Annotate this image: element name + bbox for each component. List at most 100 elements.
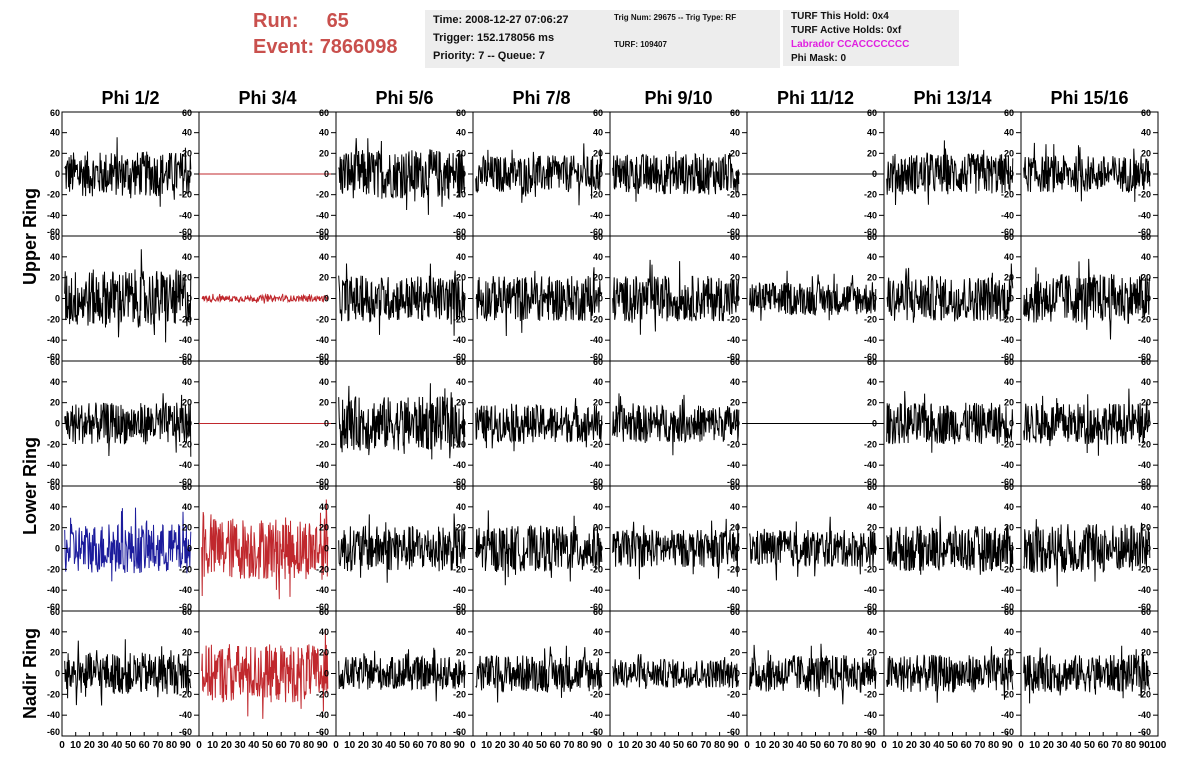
y-tick-label: 40 <box>182 502 192 512</box>
y-tick-label: 0 <box>187 669 192 679</box>
y-tick-label: 40 <box>1141 502 1151 512</box>
waveform-trace <box>1023 519 1151 587</box>
x-tick-label: 50 <box>810 740 822 751</box>
y-tick-label: -40 <box>453 710 466 720</box>
y-tick-label: -60 <box>47 477 60 487</box>
y-tick-label: -60 <box>727 227 740 237</box>
y-tick-label: 60 <box>730 482 740 492</box>
y-tick-label: -20 <box>316 689 329 699</box>
phi-mask: Phi Mask: 0 <box>791 53 847 64</box>
x-tick-label: 30 <box>235 740 247 751</box>
labrador-status: Labrador CCACCCCCCC <box>791 39 910 50</box>
y-tick-label: 40 <box>867 377 877 387</box>
x-tick-label: 40 <box>522 740 534 751</box>
x-tick-label: 50 <box>536 740 548 751</box>
y-tick-label: -60 <box>590 352 603 362</box>
y-tick-label: 60 <box>456 357 466 367</box>
y-tick-label: -60 <box>453 352 466 362</box>
y-tick-label: 0 <box>187 544 192 554</box>
y-tick-label: -20 <box>47 564 60 574</box>
y-tick-label: -60 <box>864 477 877 487</box>
waveform-trace <box>64 507 192 582</box>
y-tick-label: -60 <box>727 602 740 612</box>
y-tick-label: -40 <box>47 335 60 345</box>
x-tick-label: 70 <box>837 740 849 751</box>
y-tick-label: -60 <box>590 227 603 237</box>
y-tick-label: 20 <box>1141 398 1151 408</box>
y-tick-label: 20 <box>182 523 192 533</box>
y-tick-label: 0 <box>461 544 466 554</box>
x-tick-label: 60 <box>413 740 425 751</box>
y-tick-label: 0 <box>1009 669 1014 679</box>
turf-this-hold: TURF This Hold: 0x4 <box>791 11 889 22</box>
y-tick-label: -60 <box>864 227 877 237</box>
waveform-trace <box>612 393 740 456</box>
y-tick-label: 60 <box>1141 232 1151 242</box>
y-tick-label: 40 <box>1004 252 1014 262</box>
waveform-trace <box>886 391 1014 453</box>
y-tick-label: 60 <box>730 232 740 242</box>
event-value: 7866098 <box>319 36 398 58</box>
x-tick-label: 10 <box>618 740 630 751</box>
x-tick-label: 90 <box>454 740 466 751</box>
x-tick-label: 60 <box>824 740 836 751</box>
y-tick-label: -20 <box>590 689 603 699</box>
y-tick-label: -20 <box>453 190 466 200</box>
x-tick-label: 10 <box>755 740 767 751</box>
y-tick-label: 40 <box>50 252 60 262</box>
y-tick-label: -40 <box>1001 585 1014 595</box>
x-tick-label: 80 <box>303 740 315 751</box>
y-tick-label: 60 <box>1141 357 1151 367</box>
y-tick-label: -60 <box>316 352 329 362</box>
waveform-trace <box>201 499 329 600</box>
y-tick-label: -40 <box>316 585 329 595</box>
y-tick-label: 0 <box>872 544 877 554</box>
y-tick-label: -40 <box>47 210 60 220</box>
y-tick-label: -60 <box>1001 352 1014 362</box>
x-tick-label: 50 <box>399 740 411 751</box>
y-tick-label: -40 <box>590 210 603 220</box>
y-tick-label: -20 <box>453 689 466 699</box>
y-tick-label: 40 <box>50 627 60 637</box>
y-tick-label: 0 <box>1146 169 1151 179</box>
x-tick-label: 20 <box>495 740 507 751</box>
run-label: Run: <box>253 10 299 32</box>
y-tick-label: 60 <box>1004 357 1014 367</box>
y-tick-label: -20 <box>864 439 877 449</box>
y-tick-label: 0 <box>872 294 877 304</box>
y-tick-label: -20 <box>316 564 329 574</box>
row-label: Nadir Ring <box>20 628 40 719</box>
y-tick-label: 20 <box>456 273 466 283</box>
y-tick-label: -60 <box>1138 477 1151 487</box>
y-tick-label: -20 <box>316 314 329 324</box>
y-tick-label: -60 <box>47 727 60 737</box>
x-tick-label: 50 <box>947 740 959 751</box>
y-tick-label: -40 <box>727 210 740 220</box>
x-tick-label: 30 <box>372 740 384 751</box>
y-tick-label: 0 <box>324 544 329 554</box>
waveform-trace <box>612 151 740 202</box>
y-tick-label: 20 <box>593 148 603 158</box>
y-tick-label: 0 <box>461 294 466 304</box>
y-tick-label: -20 <box>1138 314 1151 324</box>
y-tick-label: 40 <box>456 627 466 637</box>
x-tick-label: 60 <box>276 740 288 751</box>
y-tick-label: 40 <box>319 627 329 637</box>
y-tick-label: 20 <box>730 148 740 158</box>
column-title: Phi 1/2 <box>101 88 159 108</box>
x-tick-label: 50 <box>125 740 137 751</box>
y-tick-label: 60 <box>319 482 329 492</box>
x-tick-label: 80 <box>714 740 726 751</box>
x-tick-label: 40 <box>111 740 123 751</box>
y-tick-label: 0 <box>461 669 466 679</box>
x-tick-label: 0 <box>1018 740 1024 751</box>
x-tick-label: 30 <box>1057 740 1069 751</box>
waveform-trace <box>475 510 603 586</box>
y-tick-label: 60 <box>319 108 329 118</box>
y-tick-label: -20 <box>47 689 60 699</box>
y-tick-label: -40 <box>179 210 192 220</box>
y-tick-label: 40 <box>456 128 466 138</box>
y-tick-label: 0 <box>735 419 740 429</box>
y-tick-label: -40 <box>590 460 603 470</box>
y-tick-label: 0 <box>324 169 329 179</box>
